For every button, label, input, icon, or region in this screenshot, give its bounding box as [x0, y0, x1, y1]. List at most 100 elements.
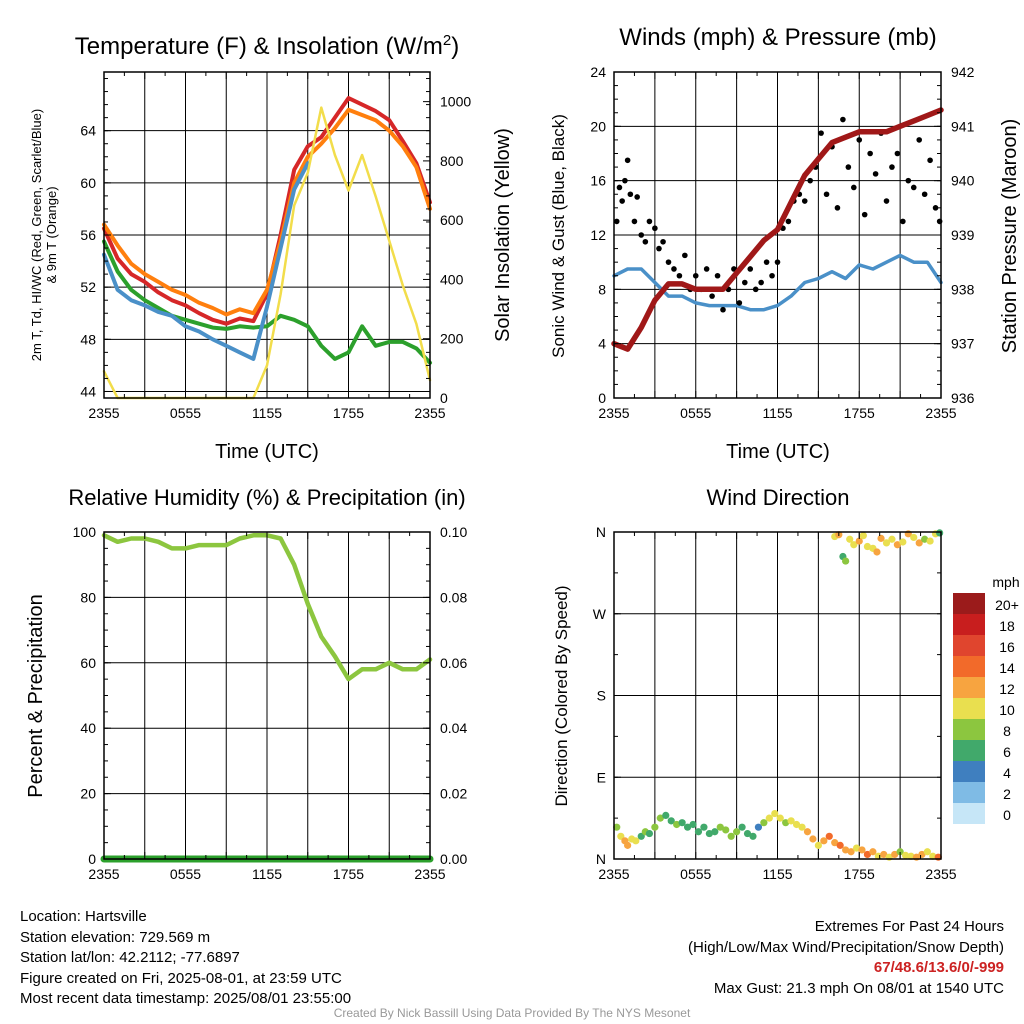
direction-point — [863, 850, 872, 859]
direction-point — [792, 820, 801, 829]
direction-point — [765, 814, 773, 822]
y2-tick-label-3: 0.04 — [440, 720, 467, 736]
colorbar-label: 16 — [999, 639, 1015, 655]
direction-point — [776, 814, 784, 822]
x-tick-label-2: 2355 — [925, 405, 956, 421]
station-location: Location: Hartsville — [20, 908, 147, 925]
direction-point — [814, 841, 822, 849]
direction-point — [632, 837, 640, 845]
direction-point — [667, 817, 675, 825]
winds-ylabel: Sonic Wind & Gust (Blue, Black) — [549, 114, 568, 358]
y-tick-label-3: 100 — [73, 524, 97, 540]
gust-point — [742, 279, 748, 286]
x-tick-label-1: 1755 — [333, 405, 364, 421]
station-elevation: Station elevation: 729.569 m — [20, 928, 211, 946]
gust-point — [932, 205, 939, 211]
colorbar-title: mph — [992, 574, 1019, 590]
y2-tick-label-2: 939 — [951, 227, 975, 243]
gust-point — [861, 211, 868, 218]
colorbar-label: 2 — [1003, 786, 1011, 802]
gust-point — [900, 218, 906, 225]
x-tick-label-4: 2355 — [598, 866, 629, 882]
gust-point — [807, 177, 813, 184]
direction-point — [651, 823, 659, 831]
gust-point — [665, 259, 672, 265]
temperature-xlabel: Time (UTC) — [215, 441, 319, 463]
x-tick-label-3: 2355 — [88, 866, 119, 882]
direction-point — [716, 823, 724, 831]
y-tick-label-1: 44 — [80, 383, 96, 399]
direction-point — [754, 823, 763, 831]
x-tick-label-2: 2355 — [598, 405, 629, 421]
gust-point — [619, 198, 625, 204]
colorbar-label: 20+ — [995, 597, 1019, 613]
gust-point — [894, 150, 901, 157]
colorbar-label: 4 — [1003, 765, 1011, 781]
direction-point — [915, 539, 923, 547]
direction-point — [803, 828, 812, 836]
y2-tick-label-3: 0.02 — [440, 786, 467, 802]
series-pressure-line — [611, 107, 944, 352]
y2-tick-label-1: 200 — [440, 331, 464, 347]
direction-point — [771, 809, 779, 818]
direction-point — [613, 823, 621, 831]
y-tick-label-3: 0 — [88, 851, 96, 867]
direction-point — [910, 533, 918, 542]
gust-point — [747, 266, 754, 272]
y2-tick-label-3: 0.06 — [440, 655, 467, 671]
gust-point — [921, 191, 928, 198]
series-hiwc-line — [102, 161, 310, 361]
gust-point — [851, 184, 857, 191]
humidity-panel-title: Relative Humidity (%) & Precipitation (i… — [68, 485, 465, 510]
speed-colorbar: mph 20+ 18 16 14 12 10 8 6 4 2 0 — [953, 574, 1020, 824]
gust-point — [845, 164, 852, 170]
colorbar-swatch — [953, 740, 985, 761]
colorbar-swatch — [953, 803, 985, 824]
direction-point — [858, 846, 866, 854]
gust-point — [867, 150, 873, 157]
direction-point — [926, 537, 934, 545]
gust-point — [631, 218, 638, 225]
y-tick-label-2: 8 — [598, 281, 606, 297]
y-tick-label-3: 40 — [80, 720, 96, 736]
gust-point — [834, 205, 841, 211]
direction-point — [733, 828, 741, 836]
direction-point — [842, 557, 850, 565]
direction-point — [846, 535, 854, 543]
direction-point — [711, 828, 719, 836]
gust-point — [638, 232, 645, 238]
series-wind-line — [612, 253, 943, 312]
colorbar-swatch — [953, 614, 985, 635]
colorbar-label: 10 — [999, 702, 1015, 718]
direction-point — [882, 539, 891, 547]
x-tick-label-2: 0555 — [680, 405, 711, 421]
gust-point — [883, 198, 890, 204]
direction-point — [760, 819, 768, 827]
colorbar-label: 8 — [1003, 723, 1011, 739]
y-tick-label-4: S — [597, 688, 606, 704]
winds-ylabel2: Station Pressure (Maroon) — [999, 119, 1021, 354]
x-tick-label-2: 1755 — [844, 405, 875, 421]
direction-point — [891, 850, 899, 859]
y-tick-label-2: 24 — [590, 64, 606, 80]
x-tick-label-3: 0555 — [170, 866, 201, 882]
colorbar-label: 0 — [1003, 807, 1011, 823]
direction-point — [855, 537, 863, 545]
gust-point — [652, 225, 658, 232]
y2-tick-label-3: 0.10 — [440, 524, 467, 540]
y-tick-label-2: 0 — [598, 390, 606, 406]
x-tick-label-4: 1155 — [762, 866, 792, 882]
y2-tick-label-2: 942 — [951, 64, 975, 80]
direction-point — [901, 851, 910, 859]
direction-point — [798, 823, 806, 831]
winds-xlabel: Time (UTC) — [726, 441, 830, 463]
y-tick-label-1: 52 — [80, 279, 96, 295]
direction-point — [727, 832, 735, 840]
y-tick-label-3: 60 — [80, 655, 96, 671]
direction-point — [893, 541, 902, 549]
y2-tick-label-3: 0.00 — [440, 851, 467, 867]
y-tick-label-1: 60 — [80, 175, 96, 191]
gust-point — [671, 266, 677, 272]
direction-point — [863, 542, 872, 551]
